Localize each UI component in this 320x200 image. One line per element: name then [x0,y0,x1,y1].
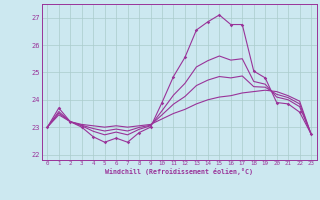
X-axis label: Windchill (Refroidissement éolien,°C): Windchill (Refroidissement éolien,°C) [105,168,253,175]
